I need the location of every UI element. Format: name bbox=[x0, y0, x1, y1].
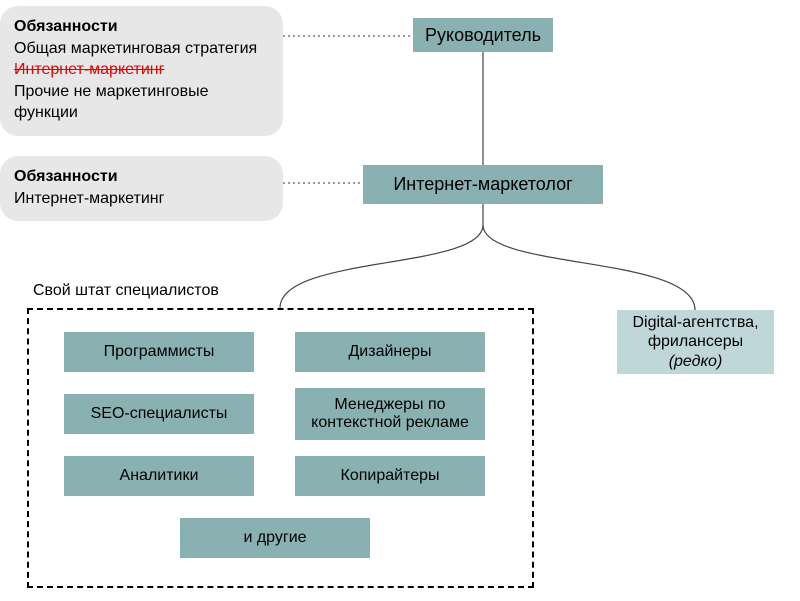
staff-title: Свой штат специалистов bbox=[33, 282, 219, 300]
role-label: SEO-специалисты bbox=[91, 405, 228, 423]
node-label: Интернет-маркетолог bbox=[393, 174, 572, 195]
agencies-line1: Digital-агентства, bbox=[632, 313, 758, 332]
duties-box-marketer: Обязанности Интернет-маркетинг bbox=[0, 156, 283, 221]
duties-box-head: Обязанности Общая маркетинговая стратеги… bbox=[0, 6, 283, 136]
role-others: и другие bbox=[180, 518, 370, 558]
role-label: Аналитики bbox=[120, 467, 199, 485]
node-head: Руководитель bbox=[413, 18, 553, 52]
role-programmers: Программисты bbox=[64, 332, 254, 372]
duties-line: Интернет-маркетинг bbox=[14, 188, 269, 210]
duties-line: Прочие не маркетинговые функции bbox=[14, 81, 234, 124]
duties-line: Общая маркетинговая стратегия bbox=[14, 38, 269, 60]
agencies-line3: (редко) bbox=[669, 352, 723, 371]
role-label: Менеджеры по контекстной рекламе bbox=[295, 396, 485, 433]
duties-line-struck: Интернет-маркетинг bbox=[14, 59, 269, 81]
role-label: и другие bbox=[243, 529, 306, 547]
agencies-line2: фрилансеры bbox=[648, 332, 743, 351]
role-label: Копирайтеры bbox=[341, 467, 440, 485]
role-context: Менеджеры по контекстной рекламе bbox=[295, 388, 485, 440]
role-label: Программисты bbox=[104, 343, 215, 361]
role-label: Дизайнеры bbox=[348, 343, 431, 361]
role-designers: Дизайнеры bbox=[295, 332, 485, 372]
role-seo: SEO-специалисты bbox=[64, 394, 254, 434]
role-analytics: Аналитики bbox=[64, 456, 254, 496]
duties-title: Обязанности bbox=[14, 166, 269, 188]
duties-title: Обязанности bbox=[14, 16, 269, 38]
node-marketer: Интернет-маркетолог bbox=[363, 165, 603, 204]
role-copywriters: Копирайтеры bbox=[295, 456, 485, 496]
node-agencies: Digital-агентства, фрилансеры (редко) bbox=[617, 310, 774, 374]
node-label: Руководитель bbox=[425, 25, 541, 46]
